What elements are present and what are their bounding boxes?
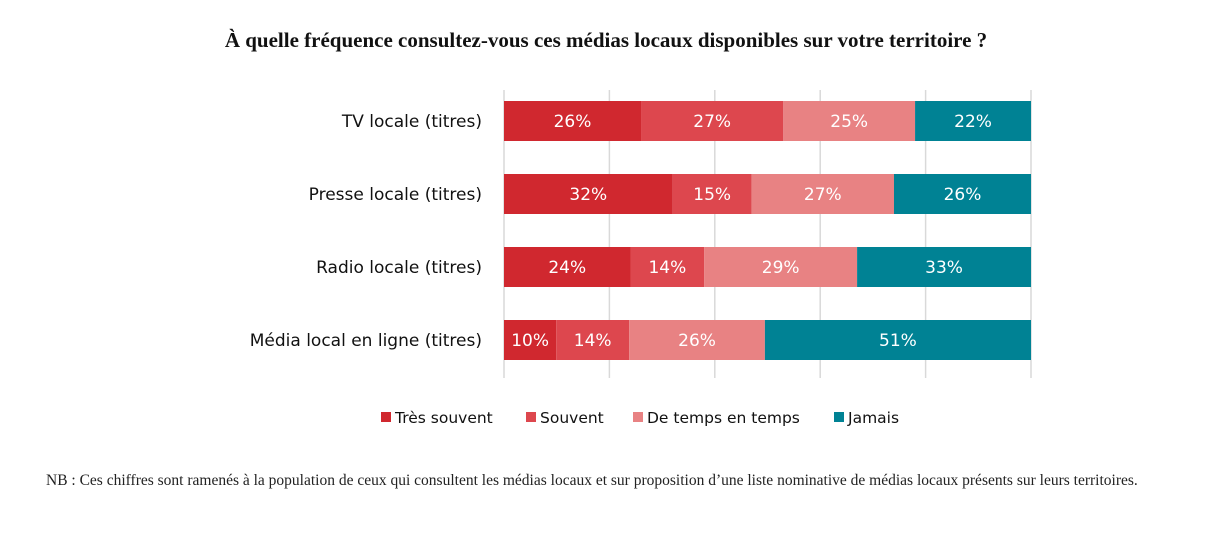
bar-segment [629,320,765,360]
data-label: 27% [693,112,731,132]
data-label: 26% [554,112,592,132]
bar-segment [504,247,631,287]
data-label: 14% [574,331,612,351]
data-label: 51% [879,331,917,351]
legend-label: De temps en temps [647,409,800,427]
data-label: 33% [925,258,963,278]
data-label: 25% [830,112,868,132]
data-label: 15% [693,185,731,205]
category-label: Radio locale (titres) [316,258,482,278]
bar-segment [893,174,1031,214]
footnote: NB : Ces chiffres sont ramenés à la popu… [46,472,1138,489]
bar-segment [672,174,752,214]
bar-segment [915,101,1031,141]
data-label: 14% [648,258,686,278]
bar-segment [641,101,784,141]
data-label: 29% [762,258,800,278]
category-label: TV locale (titres) [341,112,482,132]
legend-swatch [381,412,391,422]
bar-segment [504,174,673,214]
bar-segment [504,101,642,141]
data-label: 32% [569,185,607,205]
bar-segment [504,320,557,360]
legend-label: Jamais [847,409,899,427]
bar-segment [556,320,630,360]
bar-segment [751,174,894,214]
legend-swatch [633,412,643,422]
data-label: 24% [548,258,586,278]
legend-swatch [526,412,536,422]
bar-segment [764,320,1031,360]
data-label: 22% [954,112,992,132]
category-label: Presse locale (titres) [309,185,482,205]
category-label: Média local en ligne (titres) [250,331,482,351]
bar-segment [630,247,705,287]
data-label: 26% [678,331,716,351]
bar-segment [857,247,1031,287]
legend-label: Souvent [540,409,604,427]
data-label: 10% [511,331,549,351]
data-label: 26% [944,185,982,205]
bar-segment [783,101,916,141]
data-label: 27% [804,185,842,205]
chart-title: À quelle fréquence consultez-vous ces mé… [224,28,988,52]
bar-segment [704,247,858,287]
legend-label: Très souvent [394,409,493,427]
legend-swatch [834,412,844,422]
